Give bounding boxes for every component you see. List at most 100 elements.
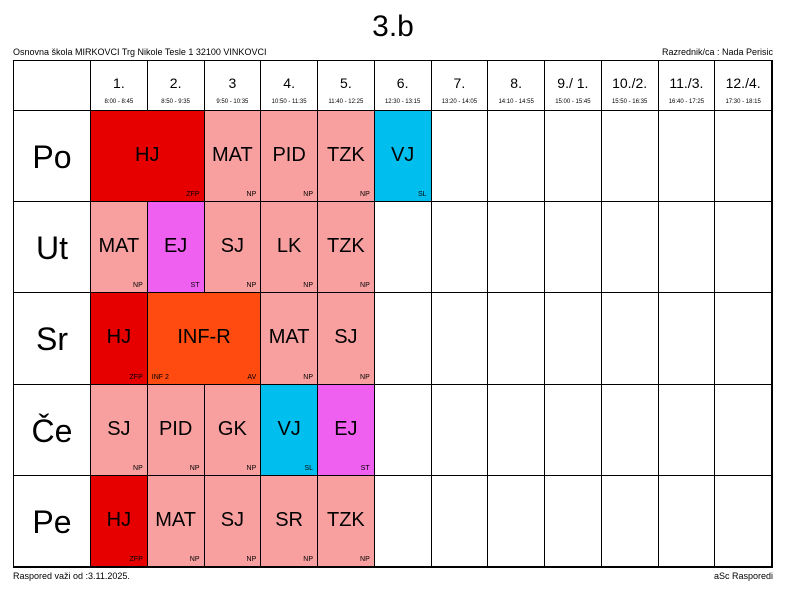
- empty-cell: [374, 202, 432, 294]
- lesson: INF-R AV INF 2: [147, 293, 262, 385]
- room: ZFP: [129, 373, 143, 381]
- day-name: Pe: [32, 503, 72, 540]
- period-time: 8:00 - 8:45: [104, 99, 134, 105]
- period-header: 6. 12:30 - 13:15: [374, 61, 432, 111]
- day-header: Po: [14, 111, 91, 203]
- subject: SJ: [220, 235, 245, 258]
- lesson: SJ NP: [204, 475, 262, 567]
- period-time: 12:30 - 13:15: [384, 99, 421, 105]
- lesson: EJ ST: [147, 202, 205, 294]
- day-header: Če: [14, 384, 91, 476]
- subject: TZK: [326, 508, 365, 531]
- subject: PID: [272, 144, 306, 166]
- subject: SR: [275, 508, 304, 531]
- empty-cell: [374, 293, 432, 385]
- subject: GK: [217, 417, 247, 440]
- empty-cell: [715, 293, 772, 385]
- lesson: MAT NP: [147, 475, 205, 567]
- period-label: 6.: [396, 75, 409, 91]
- room: ZFP: [129, 555, 143, 563]
- period-header: 11./3. 16:40 - 17:25: [658, 61, 716, 111]
- period-header: 5. 11:40 - 12:25: [318, 61, 375, 111]
- subject: SJ: [334, 326, 358, 349]
- room: NP: [246, 464, 257, 472]
- subject: TZK: [326, 144, 365, 166]
- period-header: 10./2. 15:50 - 16:35: [601, 61, 659, 111]
- room: NP: [360, 282, 370, 290]
- period-label: 2.: [169, 75, 182, 91]
- period-time: 17:30 - 18:15: [725, 99, 761, 105]
- subject: SJ: [107, 417, 131, 440]
- empty-cell: [715, 202, 772, 294]
- empty-cell: [431, 293, 489, 385]
- room: NP: [360, 555, 370, 563]
- empty-cell: [488, 111, 545, 203]
- day-header: Pe: [14, 475, 91, 567]
- period-header: 4. 10:50 - 11:35: [261, 61, 318, 111]
- lesson: TZK NP: [318, 111, 375, 203]
- timetable: 1. 8:00 - 8:45 2. 8:50 - 9:35 3 9:50 - 10:35 4…: [13, 60, 773, 568]
- period-label: 10./2.: [612, 75, 648, 91]
- period-header: 3 9:50 - 10:35: [204, 61, 262, 111]
- period-time: 9:50 - 10:35: [216, 99, 249, 105]
- period-label: 3: [228, 75, 237, 91]
- empty-cell: [488, 475, 545, 567]
- software: aSc Rasporedi: [713, 571, 773, 581]
- empty-cell: [431, 384, 489, 476]
- lesson: HJ ZFP: [91, 475, 148, 567]
- period-time: 16:40 - 17:25: [668, 99, 705, 105]
- room: ZFP: [186, 191, 200, 199]
- lesson: EJ ST: [318, 384, 375, 476]
- empty-cell: [374, 475, 432, 567]
- group: INF 2: [151, 373, 169, 381]
- room: SL: [304, 464, 313, 472]
- subject: EJ: [334, 417, 358, 440]
- lesson: LK NP: [261, 202, 318, 294]
- subject: HJ: [106, 508, 132, 531]
- empty-cell: [488, 293, 545, 385]
- empty-cell: [431, 475, 489, 567]
- period-label: 12./4.: [725, 75, 761, 91]
- room: NP: [303, 373, 313, 381]
- subject: HJ: [106, 326, 132, 349]
- empty-cell: [488, 384, 545, 476]
- empty-cell: [658, 202, 716, 294]
- subject: LK: [276, 235, 302, 258]
- room: AV: [247, 373, 257, 381]
- lesson: SJ NP: [318, 293, 375, 385]
- empty-cell: [601, 384, 659, 476]
- room: NP: [189, 464, 200, 472]
- room: NP: [360, 373, 370, 381]
- day-name: Ut: [36, 230, 68, 267]
- lesson: SJ NP: [91, 384, 148, 476]
- empty-cell: [658, 111, 716, 203]
- period-label: 1.: [113, 75, 125, 91]
- valid-from: Raspored važi od :3.11.2025.: [13, 571, 130, 581]
- empty-cell: [545, 111, 602, 203]
- period-label: 11./3.: [669, 75, 704, 91]
- subject: VJ: [390, 144, 415, 166]
- lesson: SJ NP: [204, 202, 262, 294]
- day-header: Ut: [14, 202, 91, 294]
- subject: PID: [158, 417, 193, 440]
- lesson: SR NP: [261, 475, 318, 567]
- subject: MAT: [212, 144, 253, 166]
- lesson: PID NP: [261, 111, 318, 203]
- period-header: 9./ 1. 15:00 - 15:45: [545, 61, 602, 111]
- room: SL: [417, 191, 427, 199]
- room: NP: [360, 191, 370, 199]
- period-label: 4.: [283, 75, 295, 91]
- empty-cell: [431, 202, 489, 294]
- period-time: 14:10 - 14:55: [498, 99, 534, 105]
- period-label: 7.: [453, 75, 466, 91]
- room: NP: [246, 282, 257, 290]
- subject: TZK: [326, 235, 365, 258]
- empty-cell: [601, 475, 659, 567]
- corner-cell: [14, 61, 91, 111]
- room: NP: [133, 464, 143, 472]
- subject: VJ: [277, 417, 301, 440]
- lesson: HJ ZFP: [91, 111, 205, 203]
- room: NP: [189, 555, 200, 563]
- period-time: 8:50 - 9:35: [161, 99, 190, 105]
